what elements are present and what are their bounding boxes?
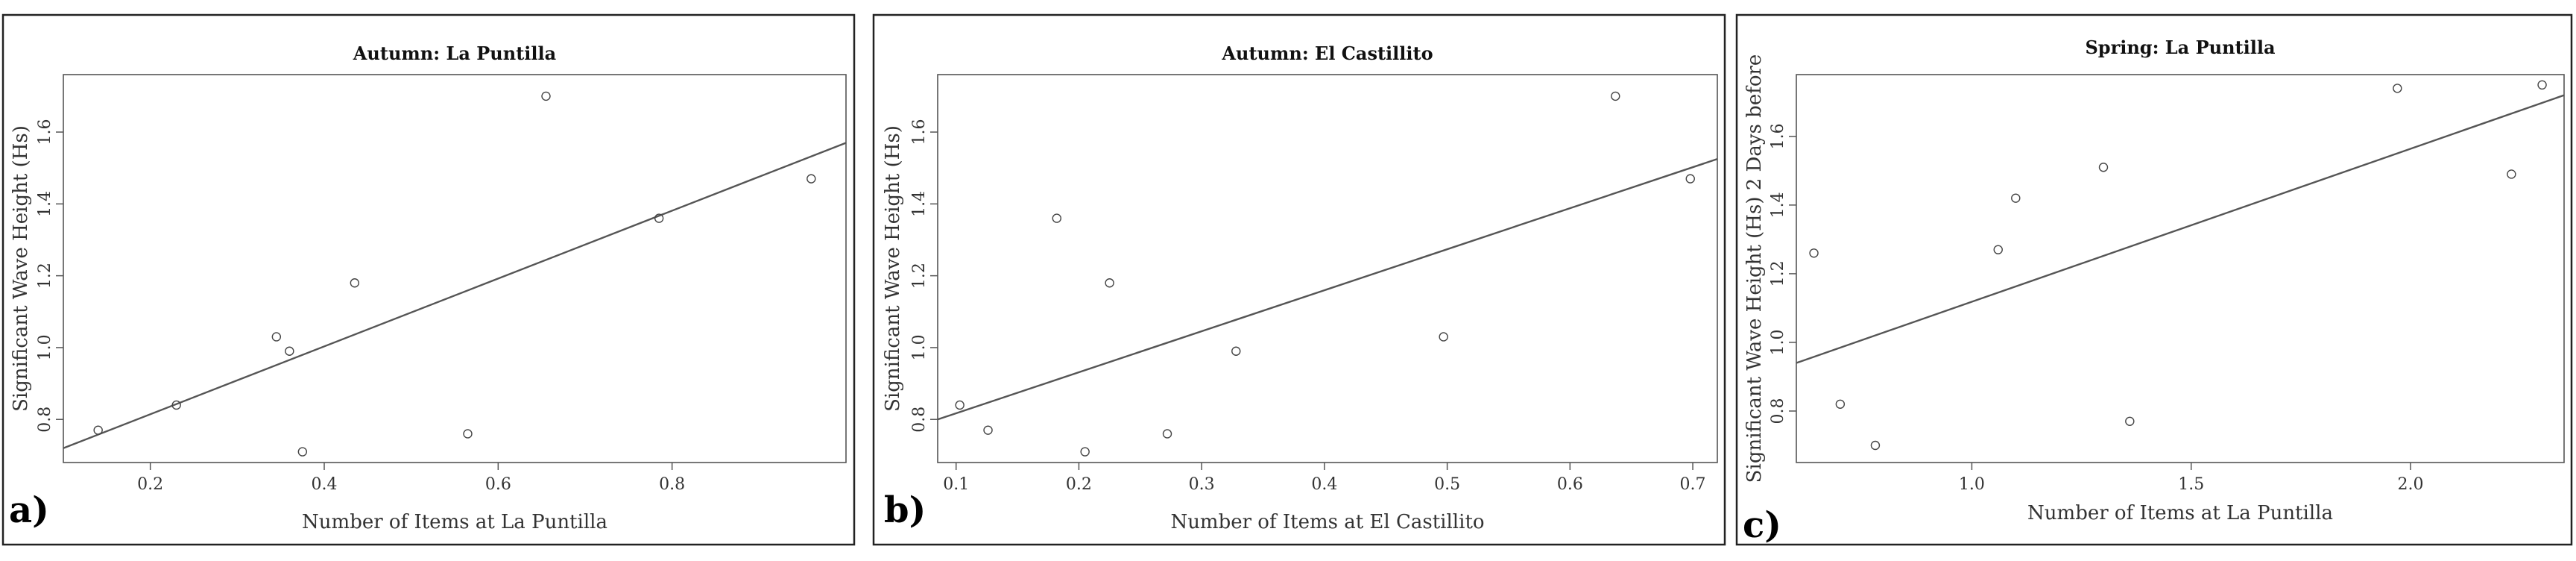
panel-c-point-3 xyxy=(1993,245,2003,254)
panel-a-fit xyxy=(63,142,847,449)
panel-b-x-tick-label-3: 0.4 xyxy=(1311,475,1337,494)
panel-c-x-ticks: 1.0 1.5 2.0 xyxy=(1959,463,2424,494)
panel-b-x-tick-label-2: 0.3 xyxy=(1189,475,1215,494)
panel-a-point-3 xyxy=(285,346,294,356)
panel-b-y-tick-label-2: 1.2 xyxy=(910,263,929,289)
panel-c-y-ticks: 0.8 1.0 1.2 1.4 1.6 xyxy=(1769,123,1796,424)
panel-c-x-tick-label-1: 1.5 xyxy=(2178,475,2204,494)
panel-c-letter: c) xyxy=(1743,504,1781,546)
panel-a-point-1 xyxy=(171,400,181,410)
panel-b-point-9 xyxy=(1685,174,1695,184)
panel-c-x-tick-label-0: 1.0 xyxy=(1959,475,1985,494)
panel-b-point-8 xyxy=(1611,91,1620,101)
panel-c-ylabel: Significant Wave Height (Hs) 2 Days befo… xyxy=(1743,54,1766,483)
panel-a-y-tick-label-2: 1.2 xyxy=(36,263,54,289)
panel-c-point-1 xyxy=(1835,399,1846,409)
panel-a-y-tick-label-4: 1.6 xyxy=(36,119,54,145)
panel-c-points xyxy=(1809,80,2547,451)
panel-b-point-3 xyxy=(1080,447,1090,457)
panel-b-title: Autumn: El Castillito xyxy=(1221,43,1433,64)
panel-b-y-ticks: 0.8 1.0 1.2 1.4 1.6 xyxy=(910,119,938,433)
panel-a-x-tick-label-0: 0.2 xyxy=(137,475,163,494)
panel-c-xlabel: Number of Items at La Puntilla xyxy=(2027,502,2333,524)
panel-a-point-2 xyxy=(271,332,282,342)
panel-a-ylabel: Significant Wave Height (Hs) xyxy=(10,125,32,412)
panel-c-point-0 xyxy=(1809,248,1819,258)
panel-c-point-6 xyxy=(2125,416,2135,426)
panel-a-point-9 xyxy=(806,174,816,184)
panel-c-x-tick-label-2: 2.0 xyxy=(2398,475,2424,494)
panel-c-point-7 xyxy=(2393,84,2402,93)
panel-b-point-2 xyxy=(1052,213,1061,223)
panel-c-y-tick-label-2: 1.2 xyxy=(1769,260,1787,286)
panel-c-point-2 xyxy=(1870,440,1881,451)
panel-a-x-tick-label-3: 0.8 xyxy=(659,475,685,494)
panel-b-regression-line xyxy=(937,158,1718,421)
panel-c-fit xyxy=(1796,94,2565,364)
panel-a-y-tick-label-3: 1.4 xyxy=(36,191,54,217)
panel-a-y-tick-label-0: 0.8 xyxy=(36,407,54,433)
panel-b-y-tick-label-0: 0.8 xyxy=(910,407,929,433)
panel-b-y-tick-label-4: 1.6 xyxy=(910,119,929,145)
panel-c-point-4 xyxy=(2011,193,2021,203)
panel-b-ylabel: Significant Wave Height (Hs) xyxy=(882,125,904,412)
panel-b-frame xyxy=(872,13,1726,546)
panel-b-y-tick-label-3: 1.4 xyxy=(910,191,929,217)
panel-b-point-7 xyxy=(1439,332,1448,342)
panel-b-x-tick-label-5: 0.6 xyxy=(1557,475,1583,494)
panel-b-x-tick-label-6: 0.7 xyxy=(1680,475,1706,494)
panel-c-plot-area xyxy=(1796,74,2565,463)
panel-a-x-ticks: 0.2 0.4 0.6 0.8 xyxy=(137,463,685,494)
panel-b: Autumn: El Castillito Number of Items at… xyxy=(872,13,1726,546)
panel-c-y-tick-label-3: 1.4 xyxy=(1769,192,1787,218)
panel-c-regression-line xyxy=(1796,94,2565,364)
panel-a-plot-area xyxy=(63,74,847,463)
panel-c-y-tick-label-1: 1.0 xyxy=(1769,329,1787,355)
panel-a-point-0 xyxy=(93,425,103,435)
panel-c-title: Spring: La Puntilla xyxy=(2085,37,2275,58)
panel-b-xlabel: Number of Items at El Castillito xyxy=(1170,511,1484,533)
panel-b-x-tick-label-1: 0.2 xyxy=(1066,475,1092,494)
panel-a-x-tick-label-1: 0.4 xyxy=(312,475,338,494)
panel-a-frame xyxy=(1,13,856,546)
panel-a-point-7 xyxy=(541,91,551,101)
panel-b-point-5 xyxy=(1162,429,1172,439)
panel-a-title: Autumn: La Puntilla xyxy=(353,43,556,64)
panel-a-point-5 xyxy=(350,278,360,288)
panel-c-y-tick-label-4: 1.6 xyxy=(1769,123,1787,149)
panel-b-point-6 xyxy=(1231,346,1241,356)
panel-a: Autumn: La Puntilla Number of Items at L… xyxy=(1,13,856,546)
panel-b-x-ticks: 0.1 0.2 0.3 0.4 0.5 0.6 0.7 xyxy=(943,463,1706,494)
panel-a-points xyxy=(93,91,816,457)
panel-c-point-8 xyxy=(2507,169,2516,179)
panel-a-y-tick-label-1: 1.0 xyxy=(36,334,54,360)
panel-b-x-tick-label-0: 0.1 xyxy=(943,475,969,494)
panel-a-point-6 xyxy=(463,429,473,439)
panel-b-point-1 xyxy=(983,425,993,435)
panel-b-plot-area xyxy=(937,74,1718,463)
panel-b-point-4 xyxy=(1105,278,1114,288)
panel-a-letter: a) xyxy=(9,489,49,531)
panel-c-point-5 xyxy=(2098,163,2109,172)
panel-c: Spring: La Puntilla Number of Items at L… xyxy=(1735,13,2573,546)
panel-a-xlabel: Number of Items at La Puntilla xyxy=(302,511,607,533)
panel-c-point-9 xyxy=(2537,80,2547,90)
panel-a-y-ticks: 0.8 1.0 1.2 1.4 1.6 xyxy=(36,119,63,433)
panel-a-point-4 xyxy=(297,447,308,457)
panel-a-x-tick-label-2: 0.6 xyxy=(485,475,511,494)
panel-a-regression-line xyxy=(63,142,847,449)
panel-b-fit xyxy=(937,158,1718,421)
panel-c-frame xyxy=(1735,13,2573,546)
panel-b-letter: b) xyxy=(884,489,926,531)
panel-c-y-tick-label-0: 0.8 xyxy=(1769,398,1787,424)
panel-b-y-tick-label-1: 1.0 xyxy=(910,334,929,360)
panel-b-point-0 xyxy=(955,400,965,410)
panel-a-point-8 xyxy=(654,213,664,223)
panel-b-x-tick-label-4: 0.5 xyxy=(1434,475,1460,494)
panel-b-points xyxy=(955,91,1695,457)
